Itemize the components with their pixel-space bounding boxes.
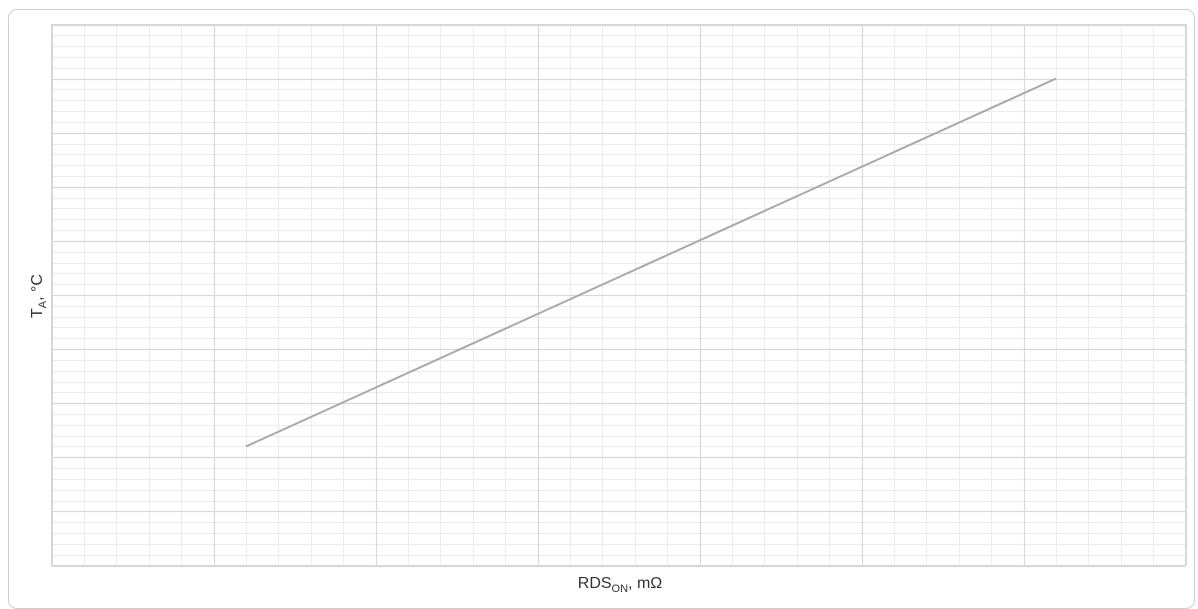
series-layer [245, 77, 1057, 448]
y-axis-title: TA, °C [29, 274, 49, 318]
series-line-0 [245, 77, 1057, 448]
chart-card [8, 9, 1195, 609]
plot-area-frame [51, 24, 1186, 566]
major-gridlines [51, 24, 1188, 568]
x-axis-title: RDSON, mΩ [578, 575, 663, 595]
